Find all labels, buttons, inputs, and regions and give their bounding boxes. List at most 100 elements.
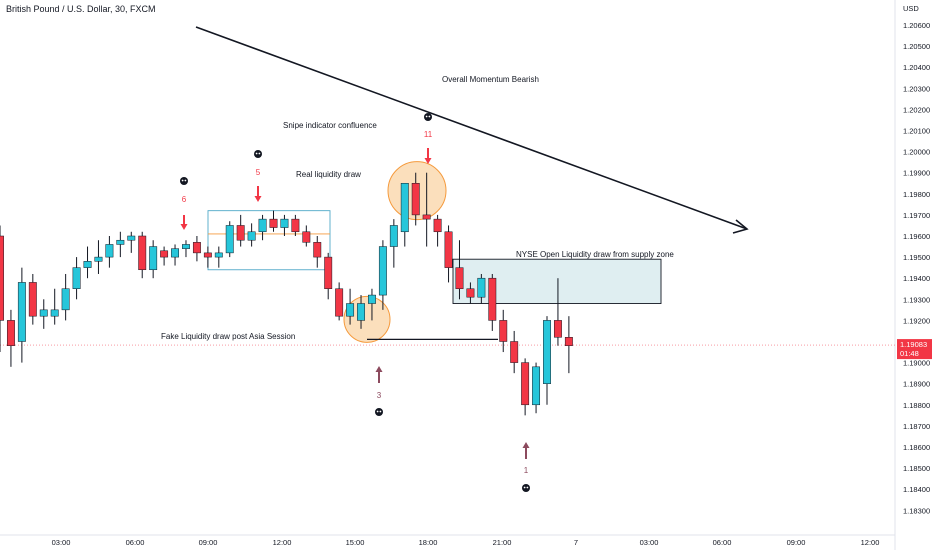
signal-icon-eye [425,115,428,118]
signal-icon-eye [428,115,431,118]
candle-body [357,303,365,321]
signal-icon-eye [184,179,187,182]
candle-body [433,218,442,233]
candle-body [50,309,59,317]
x-tick-label: 12:00 [273,538,292,547]
candle-body [160,250,169,258]
signal-icon [522,484,530,492]
x-tick-label: 21:00 [493,538,512,547]
candle-body [302,231,311,243]
current-price-countdown: 01:48 [900,349,919,358]
signal-icon [254,150,262,158]
candle-body [116,239,125,245]
candle-body [532,366,541,406]
y-tick-label: 1.20300 [903,84,930,93]
candle-body [280,218,289,228]
y-tick-label: 1.20500 [903,42,930,51]
candle-body [368,294,376,304]
candle-body [28,282,37,317]
signal-icon-eye [526,486,529,489]
chart-title: British Pound / U.S. Dollar, 30, FXCM [6,4,156,14]
signal-arrow-head [180,224,188,230]
signal-icon-eye [379,410,382,413]
candle-body [171,248,179,258]
x-tick-label: 15:00 [346,538,365,547]
candle-body [324,256,333,290]
candle-body [553,320,562,338]
candle-body [422,214,431,220]
liquidity-circle-low [343,295,391,343]
candle-body [400,183,409,233]
x-tick-label: 12:00 [861,538,880,547]
candle-body [564,337,573,346]
candle-body [269,218,278,228]
y-tick-label: 1.18500 [903,464,930,473]
candle-body [203,252,212,258]
candle-body [39,309,48,317]
y-tick-label: 1.18600 [903,443,930,452]
candle-body [521,362,530,406]
candle-body [149,246,158,271]
y-tick-label: 1.19200 [903,316,930,325]
candle-body [411,183,420,216]
candle-body [258,218,267,233]
signal-label: 3 [377,391,382,400]
candle-body [247,231,256,241]
y-tick-label: 1.19400 [903,274,930,283]
candle-body [225,225,234,254]
x-tick-label: 06:00 [713,538,732,547]
candle-body [291,218,300,233]
signal-icon-eye [181,179,184,182]
y-tick-label: 1.19500 [903,253,930,262]
y-tick-label: 1.19600 [903,232,930,241]
y-tick-label: 1.18800 [903,401,930,410]
current-price-tag [897,339,932,360]
annotation-momentum: Overall Momentum Bearish [442,75,539,84]
y-tick-label: 1.19300 [903,295,930,304]
signal-icon [424,113,432,121]
candle-body [313,242,322,258]
candle-body [192,242,201,254]
candle-body [61,288,70,311]
candle-body [105,244,114,258]
y-tick-label: 1.19000 [903,359,930,368]
signal-icon [375,408,383,416]
candle-body [83,261,92,268]
y-tick-label: 1.18700 [903,422,930,431]
consolidation-box [207,210,331,271]
signal-label: 11 [424,130,433,139]
candle-body [543,320,551,384]
candle-body [455,267,464,289]
candle-body [444,231,453,268]
signal-icon-eye [255,152,258,155]
x-tick-label: 09:00 [199,538,218,547]
y-tick-label: 1.20200 [903,105,930,114]
candle-body [510,341,519,363]
y-tick-label: 1.20100 [903,127,930,136]
x-tick-label: 7 [574,538,578,547]
annotation-nyse: NYSE Open Liquidity draw from supply zon… [516,250,674,259]
candle-body [17,282,26,342]
signal-icon-eye [376,410,379,413]
signal-arrow-head [254,196,262,202]
supply-zone-box [452,258,662,304]
x-tick-label: 03:00 [52,538,71,547]
current-price-value: 1.19083 [900,340,927,349]
signal-icon-eye [523,486,526,489]
candle-body [214,252,223,258]
y-tick-label: 1.19800 [903,190,930,199]
y-tick-label: 1.20400 [903,63,930,72]
x-tick-label: 09:00 [787,538,806,547]
candle-body [182,244,190,249]
candle-body [477,277,486,298]
candle-body [346,303,355,317]
x-tick-label: 06:00 [126,538,145,547]
y-tick-label: 1.18400 [903,485,930,494]
candle-body [335,288,344,317]
signal-label: 6 [182,195,187,204]
candle-body [378,246,387,296]
trend-arrow-head [732,219,749,234]
trend-arrow-line [195,26,748,230]
signal-icon-eye [258,152,261,155]
